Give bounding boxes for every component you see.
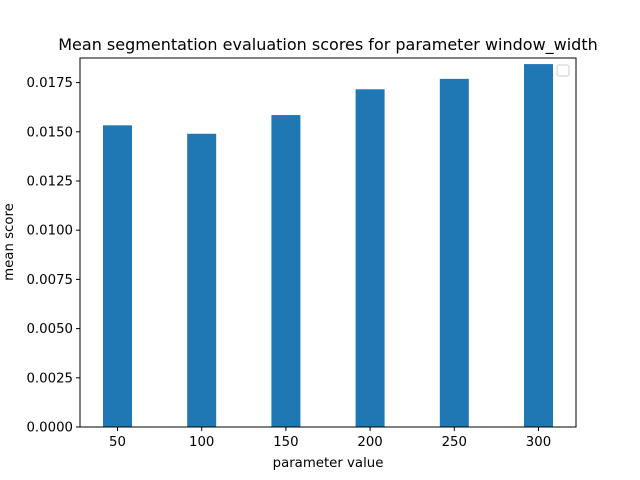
bar-200 (355, 89, 385, 427)
bar-100 (187, 133, 217, 427)
bar-150 (271, 115, 301, 427)
bar-50 (103, 125, 132, 427)
x-tick-label: 200 (357, 435, 382, 450)
bar-250 (439, 78, 469, 428)
plot-area: 0.0000 0.0025 0.0050 0.0075 0.0100 0.0125 0.01… (26, 57, 577, 450)
x-tick-label: 300 (526, 435, 551, 450)
y-tick-label: 0.0125 (26, 175, 73, 190)
y-tick-label: 0.0000 (26, 421, 73, 436)
x-axis-ticks: 50 100 150 200 250 300 (109, 427, 551, 450)
bar-300 (524, 64, 553, 427)
y-tick-label: 0.0075 (26, 273, 73, 288)
chart-title: Mean segmentation evaluation scores for … (58, 35, 598, 55)
y-tick-label: 0.0050 (26, 322, 73, 337)
x-tick-label: 250 (442, 435, 467, 450)
y-axis-ticks: 0.0000 0.0025 0.0050 0.0075 0.0100 0.0125 0.01… (26, 76, 80, 436)
x-tick-label: 50 (109, 435, 126, 450)
y-tick-label: 0.0150 (26, 125, 73, 140)
x-tick-label: 100 (189, 435, 214, 450)
x-tick-label: 150 (273, 435, 298, 450)
x-axis-title: parameter value (273, 456, 384, 471)
y-axis-title: mean score (2, 203, 17, 281)
bars (103, 64, 553, 428)
y-tick-label: 0.0100 (26, 224, 73, 239)
y-tick-label: 0.0025 (26, 371, 73, 386)
y-tick-label: 0.0175 (26, 76, 73, 91)
legend-box (556, 64, 570, 77)
axes-frame (79, 57, 577, 428)
